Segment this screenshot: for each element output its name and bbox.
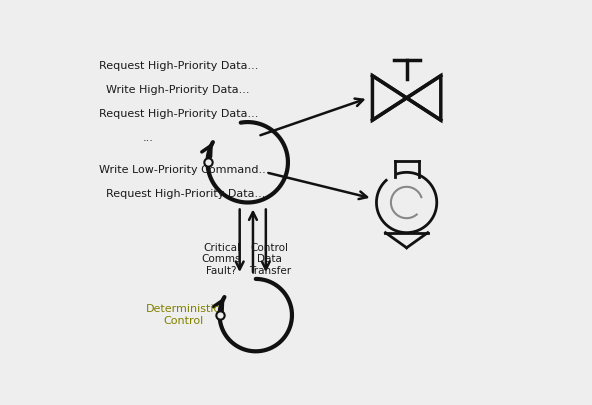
Text: Control
Data
Transfer: Control Data Transfer xyxy=(249,243,291,276)
Text: Write High-Priority Data...: Write High-Priority Data... xyxy=(99,85,249,95)
Text: Critical
Comms
Fault?: Critical Comms Fault? xyxy=(202,243,242,276)
Text: Request High-Priority Data...: Request High-Priority Data... xyxy=(99,61,258,71)
Text: Request High-Priority Data...: Request High-Priority Data... xyxy=(99,109,258,119)
Text: Request High-Priority Data...: Request High-Priority Data... xyxy=(99,190,265,199)
Text: Write Low-Priority Command...: Write Low-Priority Command... xyxy=(99,165,269,175)
Text: Deterministic
Control: Deterministic Control xyxy=(146,304,221,326)
Text: ...: ... xyxy=(143,133,154,143)
